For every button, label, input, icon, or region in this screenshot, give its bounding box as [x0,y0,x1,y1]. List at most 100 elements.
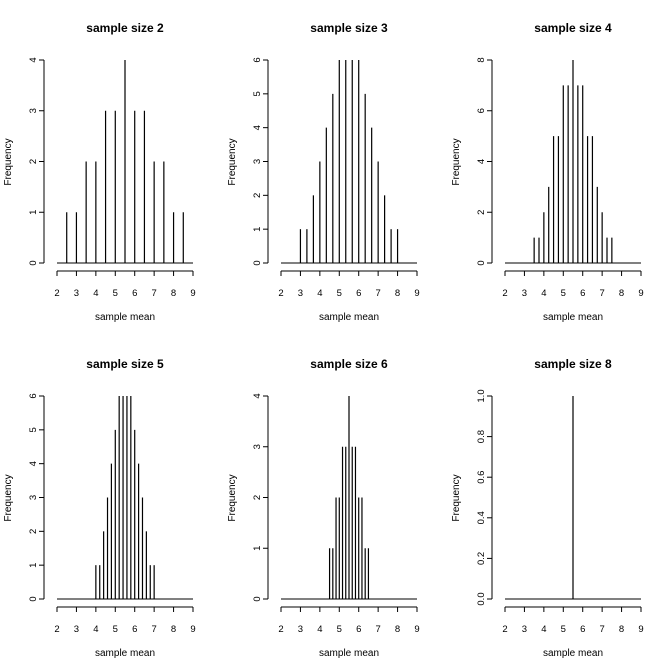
x-axis-label: sample mean [543,312,603,323]
x-tick-label: 8 [619,288,624,299]
y-tick-label: 4 [476,159,487,164]
y-tick-label: 3 [28,495,39,500]
x-tick-label: 2 [54,288,59,299]
y-tick-label: 4 [28,461,39,466]
x-axis: 2 3 4 5 6 7 8 9 sample mean [502,270,644,323]
y-tick-label: 0.4 [476,511,487,524]
y-axis: 0.0 0.2 0.4 0.6 0.8 1.0 Frequency [451,389,493,606]
x-tick-label: 7 [375,624,380,635]
y-axis-label: Frequency [3,138,14,185]
x-tick-label: 5 [113,624,118,635]
y-tick-label: 0 [28,596,39,601]
y-tick-label: 4 [28,57,39,62]
x-tick-label: 3 [298,624,303,635]
x-tick-label: 8 [171,624,176,635]
x-tick-label: 2 [502,624,507,635]
panel-1: sample size 2 2 3 4 5 6 7 8 9 sample mean 0 1 2 3 4 Fre… [3,21,196,323]
y-tick-label: 2 [28,529,39,534]
x-axis-label: sample mean [319,648,379,659]
y-axis: 0 1 2 3 4 5 6 Frequency [3,393,45,602]
x-tick-label: 4 [541,288,546,299]
y-tick-label: 3 [252,444,263,449]
x-tick-label: 4 [541,624,546,635]
x-axis-label: sample mean [543,648,603,659]
x-axis: 2 3 4 5 6 7 8 9 sample mean [54,270,196,323]
x-axis: 2 3 4 5 6 7 8 9 sample mean [54,606,196,659]
y-tick-label: 1.0 [476,389,487,402]
x-tick-label: 4 [93,288,98,299]
x-tick-label: 5 [561,624,566,635]
x-tick-label: 7 [599,624,604,635]
y-tick-label: 5 [252,91,263,96]
y-tick-label: 2 [28,159,39,164]
x-axis-label: sample mean [95,312,155,323]
x-tick-label: 2 [502,288,507,299]
y-tick-label: 4 [252,393,263,398]
x-tick-label: 5 [337,624,342,635]
y-tick-label: 3 [252,159,263,164]
y-tick-label: 6 [476,108,487,113]
panel-title: sample size 6 [310,357,388,371]
x-axis: 2 3 4 5 6 7 8 9 sample mean [278,606,420,659]
x-tick-label: 4 [93,624,98,635]
x-tick-label: 9 [414,624,419,635]
y-tick-label: 0 [252,260,263,265]
panel-title: sample size 4 [534,21,612,35]
panel-title: sample size 2 [86,21,164,35]
y-axis-label: Frequency [227,474,238,521]
y-axis: 0 1 2 3 4 5 6 Frequency [227,57,269,266]
x-tick-label: 9 [190,624,195,635]
y-tick-label: 0.6 [476,471,487,484]
panel-title: sample size 5 [86,357,164,371]
x-tick-label: 6 [356,624,361,635]
y-tick-label: 0 [28,260,39,265]
x-tick-label: 4 [317,624,322,635]
x-tick-label: 2 [278,288,283,299]
x-tick-label: 9 [638,624,643,635]
x-tick-label: 6 [132,624,137,635]
y-tick-label: 4 [252,125,263,130]
x-tick-label: 6 [132,288,137,299]
y-tick-label: 1 [28,210,39,215]
y-tick-label: 1 [28,563,39,568]
y-axis: 0 1 2 3 4 Frequency [227,393,269,602]
y-tick-label: 2 [252,495,263,500]
x-tick-label: 3 [522,288,527,299]
y-axis-label: Frequency [227,138,238,185]
y-tick-label: 0 [476,260,487,265]
x-tick-label: 7 [151,624,156,635]
y-axis-label: Frequency [3,474,14,521]
x-tick-label: 5 [561,288,566,299]
x-tick-label: 3 [74,288,79,299]
y-tick-label: 0.0 [476,592,487,605]
x-tick-label: 5 [337,288,342,299]
panel-title: sample size 3 [310,21,388,35]
x-tick-label: 8 [619,624,624,635]
x-tick-label: 9 [414,288,419,299]
x-tick-label: 3 [74,624,79,635]
panel-title: sample size 8 [534,357,612,371]
y-axis-label: Frequency [451,474,462,521]
x-tick-label: 6 [356,288,361,299]
x-tick-label: 9 [638,288,643,299]
x-tick-label: 5 [113,288,118,299]
y-tick-label: 6 [252,57,263,62]
y-tick-label: 6 [28,393,39,398]
x-tick-label: 8 [171,288,176,299]
y-tick-label: 5 [28,427,39,432]
y-axis: 0 2 4 6 8 Frequency [451,57,493,266]
x-tick-label: 7 [599,288,604,299]
panel-4: sample size 5 2 3 4 5 6 7 8 9 sample mean 0 1 2 3 4 5 6 F… [3,357,196,659]
x-tick-label: 2 [278,624,283,635]
x-tick-label: 3 [522,624,527,635]
x-tick-label: 4 [317,288,322,299]
y-tick-label: 0.2 [476,552,487,565]
x-tick-label: 7 [151,288,156,299]
x-axis: 2 3 4 5 6 7 8 9 sample mean [502,606,644,659]
x-tick-label: 7 [375,288,380,299]
x-tick-label: 8 [395,288,400,299]
y-tick-label: 1 [252,546,263,551]
x-tick-label: 6 [580,288,585,299]
